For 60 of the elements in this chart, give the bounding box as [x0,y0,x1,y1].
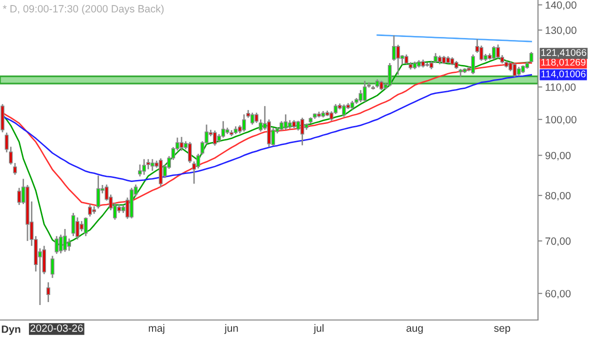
candlestick [46,282,50,303]
text: 121,41066 [541,49,586,58]
candlestick [42,245,46,275]
y-tick-label: 90,00 [545,152,571,160]
candlestick [50,255,54,279]
candlestick [88,203,92,218]
candlestick [84,216,88,237]
candlestick [0,103,4,133]
y-tick-label: 100,00 [546,116,576,125]
candlestick [54,235,59,255]
line-series [376,34,532,42]
x-tick-label: jul [314,324,324,334]
candlestick [188,141,192,164]
candlestick [212,130,217,146]
x-tick-label: sep [494,326,510,334]
candlestick [358,89,362,103]
candlestick [362,80,367,103]
candlestick [13,162,17,176]
candlestick [284,114,288,131]
candlestick [492,45,496,60]
candlestick [380,80,384,91]
candlestick [529,51,534,64]
candlestick [342,104,346,118]
y-tick-label: 140,00 [546,1,576,10]
x-tick-label: aug [406,326,423,334]
y-tick-label: 110,00 [546,83,576,92]
candlestick [63,228,67,253]
candlestick [388,62,392,88]
candlestick [71,212,76,237]
candlestick [150,158,154,172]
text: Dyn [2,326,20,335]
candlestick [221,120,226,138]
candlestick [396,44,400,76]
candlestick [242,114,246,132]
line-series [2,74,532,182]
candlestick [516,66,521,77]
candlestick [76,216,80,240]
candlestick [496,44,500,60]
candlestick [300,117,304,146]
x-tick-label: 2020-03-26 [30,324,83,332]
candlestick [67,238,71,252]
candlestick [180,136,184,152]
data-label: 114,01006 [541,70,586,79]
candlestick [17,187,22,206]
x-tick-label: maj [148,324,164,334]
chart-title: * D, 09:00-17:30 (2000 Days Back) [2,4,164,15]
candlestick [250,112,254,126]
candlestick [158,158,163,188]
candlestick [58,234,63,254]
y-tick-label: 70,00 [545,237,571,246]
data-label: 118,01269 [541,58,586,67]
candlestick [471,54,475,75]
x-tick-label: jun [224,324,238,334]
y-tick-label: 60,00 [545,290,571,299]
y-tick-label: 80,00 [545,192,571,201]
candlestick [512,62,517,78]
candlestick [196,153,200,170]
candlestick [296,120,300,132]
y-tick-label: 130,00 [546,26,576,36]
candlestick [142,158,146,176]
